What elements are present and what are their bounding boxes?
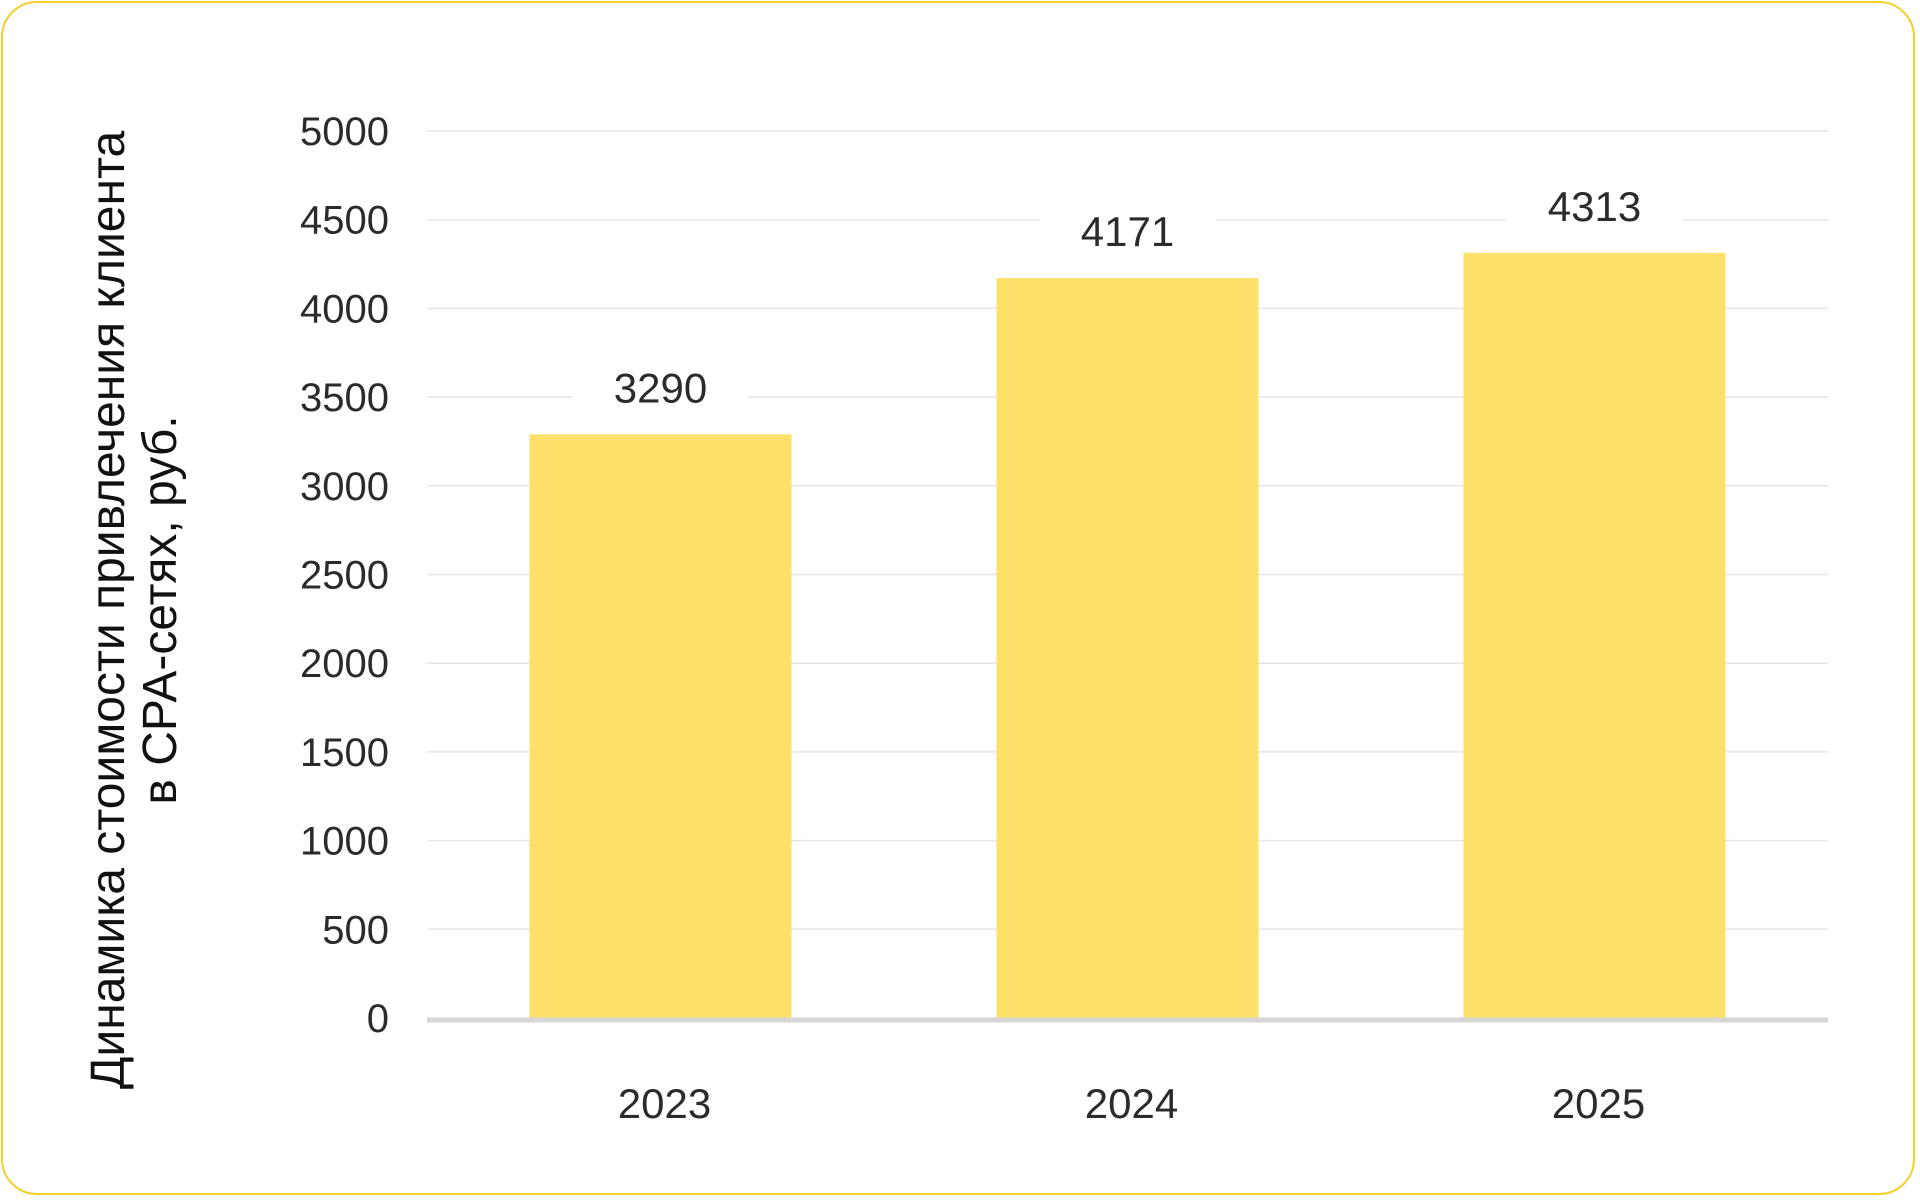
x-tick-label: 2024 xyxy=(1085,1080,1178,1127)
data-label-2024: 4171 xyxy=(1081,208,1174,255)
bars: 3290 4171 4313 xyxy=(529,176,1726,1019)
y-tick-label: 1000 xyxy=(300,820,389,864)
y-axis-ticks: 0 500 1000 1500 2000 2500 3000 3500 4000 4500 5000 xyxy=(300,110,389,1041)
x-tick-label: 2025 xyxy=(1552,1080,1645,1127)
data-label-background xyxy=(1506,176,1683,239)
y-tick-label: 3000 xyxy=(300,465,389,509)
y-tick-label: 1500 xyxy=(300,731,389,775)
y-tick-label: 500 xyxy=(322,908,389,952)
bar-2025 xyxy=(1463,252,1726,1019)
bar-2024 xyxy=(996,278,1259,1019)
data-label-2023: 3290 xyxy=(614,364,707,411)
y-tick-label: 4000 xyxy=(300,287,389,331)
y-tick-label: 0 xyxy=(367,997,389,1041)
y-tick-label: 5000 xyxy=(300,110,389,154)
y-tick-label: 2500 xyxy=(300,554,389,598)
data-label-background xyxy=(572,358,749,421)
y-tick-label: 4500 xyxy=(300,199,389,243)
x-tick-label: 2023 xyxy=(618,1080,711,1127)
y-tick-label: 2000 xyxy=(300,642,389,686)
data-label-2025: 4313 xyxy=(1548,183,1641,230)
data-label-background xyxy=(1039,202,1216,265)
bar-2023 xyxy=(529,434,792,1018)
y-axis-title-line-1: Динамика стоимости привлечения клиента xyxy=(82,131,135,1090)
y-tick-label: 3500 xyxy=(300,376,389,420)
x-axis-ticks: 2023 2024 2025 xyxy=(618,1080,1645,1127)
y-axis-title-line-2: в CPA-сетях, руб. xyxy=(134,415,187,804)
y-axis-title: Динамика стоимости привлечения клиента в… xyxy=(82,131,187,1090)
